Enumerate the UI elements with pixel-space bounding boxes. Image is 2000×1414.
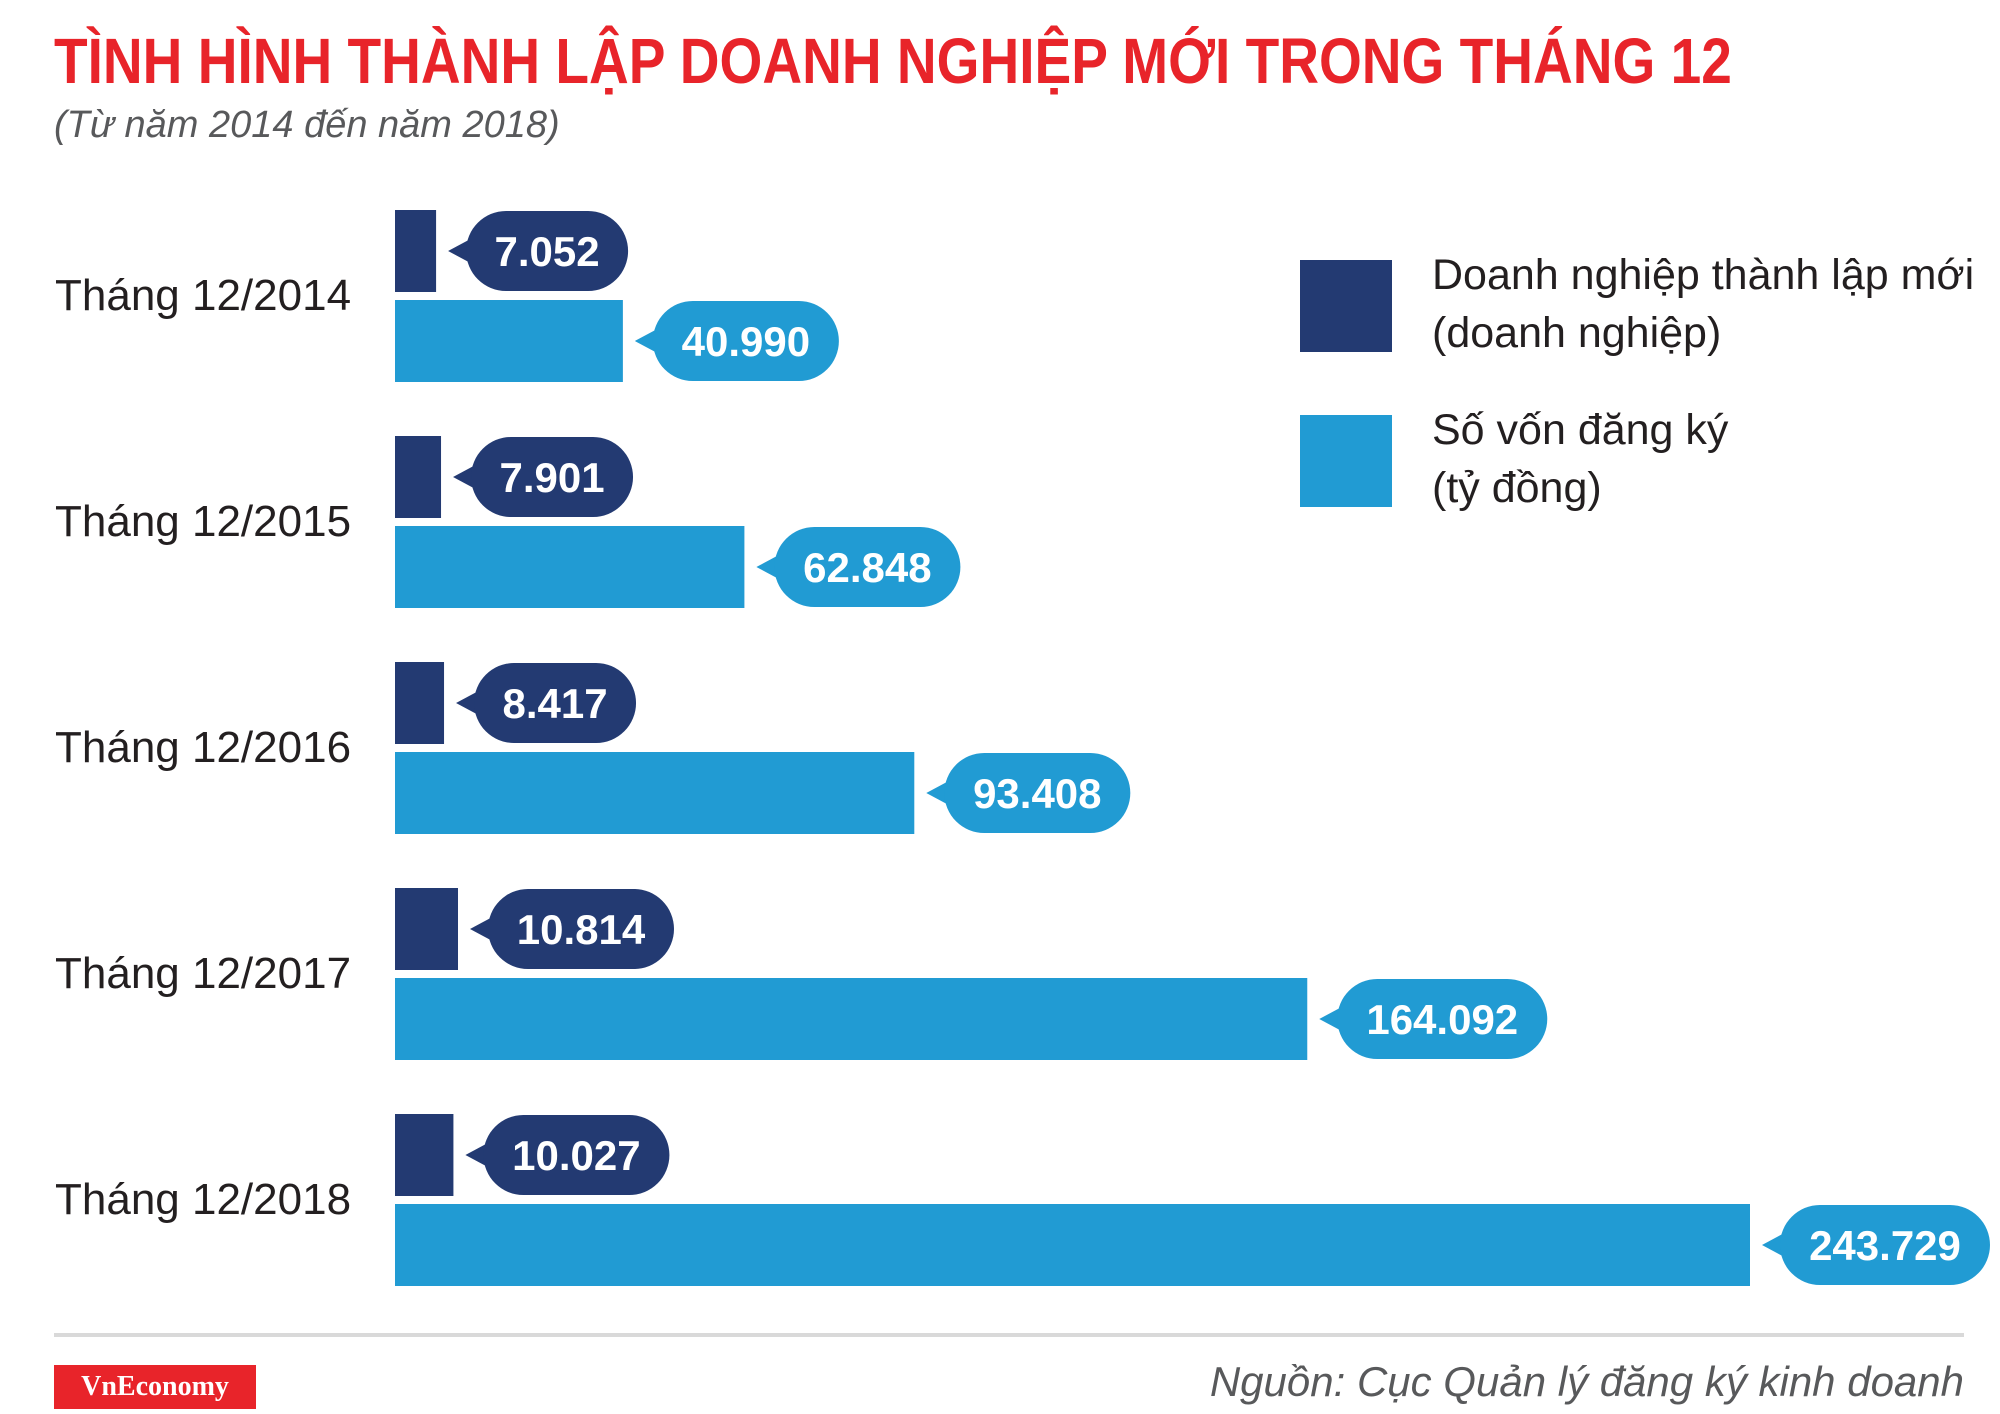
data-label-enterprises-1: 7.901 <box>499 454 604 501</box>
bar-capital-2 <box>395 752 915 834</box>
label-bubble-capital-3 <box>1337 979 1548 1059</box>
data-label-enterprises-4: 10.027 <box>512 1132 640 1179</box>
label-bubble-capital-0 <box>652 301 839 381</box>
bar-capital-3 <box>395 978 1308 1060</box>
data-label-enterprises-3: 10.814 <box>517 906 646 953</box>
data-label-capital-4: 243.729 <box>1809 1222 1961 1269</box>
bar-enterprises-3 <box>395 888 459 970</box>
legend-label-enterprises: Doanh nghiệp thành lập mới <box>1432 251 1975 299</box>
bar-enterprises-1 <box>395 436 442 518</box>
bar-capital-0 <box>395 300 623 382</box>
chart-subtitle: (Từ năm 2014 đến năm 2018) <box>54 104 560 146</box>
legend-swatch-capital <box>1300 415 1392 507</box>
data-label-capital-0: 40.990 <box>682 318 810 365</box>
label-bubble-enterprises-2 <box>474 663 637 743</box>
source-note: Nguồn: Cục Quản lý đăng ký kinh doanh <box>1209 1358 1964 1405</box>
category-label-2: Tháng 12/2016 <box>55 723 351 772</box>
chart-title: TÌNH HÌNH THÀNH LẬP DOANH NGHIỆP MỚI TRO… <box>54 25 1732 97</box>
label-bubble-enterprises-3 <box>488 889 675 969</box>
bar-enterprises-4 <box>395 1114 454 1196</box>
bar-capital-1 <box>395 526 745 608</box>
legend-swatch-enterprises <box>1300 260 1392 352</box>
label-bubble-capital-1 <box>774 527 961 607</box>
legend-unit-capital: (tỷ đồng) <box>1432 464 1602 512</box>
bar-capital-4 <box>395 1204 1750 1286</box>
label-bubble-enterprises-0 <box>466 211 629 291</box>
label-bubble-enterprises-4 <box>483 1115 670 1195</box>
legend-item-capital: Số vốn đăng ký (tỷ đồng) <box>1432 401 1728 517</box>
legend-unit-enterprises: (doanh nghiệp) <box>1432 309 1722 357</box>
footer-divider <box>54 1333 1964 1337</box>
category-label-4: Tháng 12/2018 <box>55 1175 351 1224</box>
label-bubble-capital-2 <box>944 753 1131 833</box>
category-label-3: Tháng 12/2017 <box>55 949 351 998</box>
data-label-enterprises-2: 8.417 <box>502 680 607 727</box>
data-label-capital-3: 164.092 <box>1366 996 1518 1043</box>
legend-label-capital: Số vốn đăng ký <box>1432 406 1729 454</box>
category-label-1: Tháng 12/2015 <box>55 497 351 546</box>
bar-enterprises-0 <box>395 210 437 292</box>
bar-enterprises-2 <box>395 662 445 744</box>
legend-item-enterprises: Doanh nghiệp thành lập mới (doanh nghiệp… <box>1432 246 1974 362</box>
data-label-capital-1: 62.848 <box>803 544 931 591</box>
data-label-enterprises-0: 7.052 <box>495 228 600 275</box>
data-label-capital-2: 93.408 <box>973 770 1101 817</box>
vneconomy-logo: VnEconomy <box>54 1365 256 1409</box>
label-bubble-enterprises-1 <box>471 437 634 517</box>
label-bubble-capital-4 <box>1780 1205 1990 1285</box>
category-label-0: Tháng 12/2014 <box>55 271 351 320</box>
